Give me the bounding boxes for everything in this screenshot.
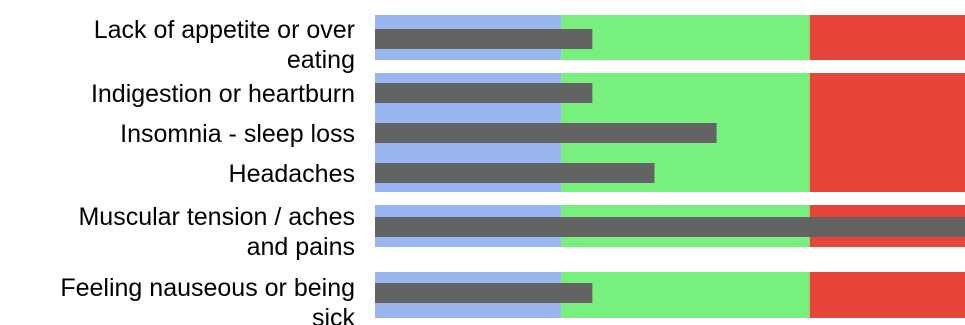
category-label-4-line-0: Muscular tension / aches	[78, 203, 355, 231]
category-label-2-line-0: Insomnia - sleep loss	[120, 120, 355, 148]
category-label-0-line-1: eating	[287, 46, 355, 74]
bar-1	[375, 83, 593, 103]
bar-2	[375, 123, 717, 143]
band-1-group-0	[561, 15, 810, 60]
band-1-group-3	[561, 272, 810, 318]
bar-3	[375, 163, 655, 183]
category-label-4-line-1: and pains	[247, 233, 355, 261]
bar-4	[375, 217, 965, 237]
category-label-5-line-1: sick	[312, 304, 356, 325]
bar-0	[375, 29, 593, 49]
category-label-0-line-0: Lack of appetite or over	[94, 16, 355, 44]
band-2-group-3	[809, 272, 965, 318]
category-label-5-line-0: Feeling nauseous or being	[60, 274, 355, 302]
category-label-1-line-0: Indigestion or heartburn	[91, 80, 355, 108]
category-label-3-line-0: Headaches	[229, 160, 355, 188]
band-2-group-0	[809, 15, 965, 60]
band-2-group-1	[809, 73, 965, 192]
bar-5	[375, 283, 593, 303]
